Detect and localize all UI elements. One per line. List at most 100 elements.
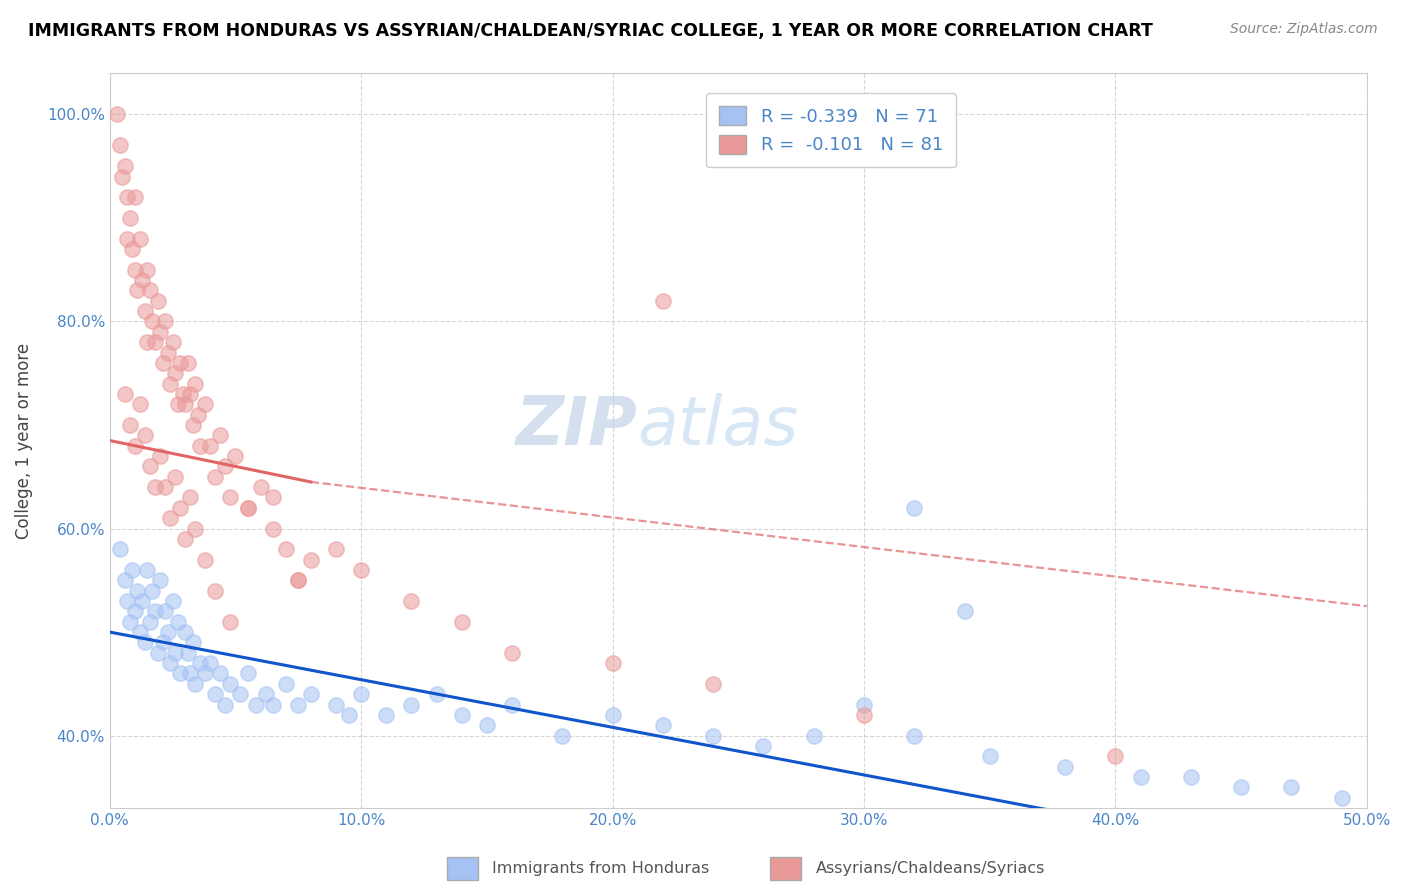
Point xyxy=(1230,780,1253,795)
Point xyxy=(188,656,211,670)
Point xyxy=(141,583,163,598)
Point xyxy=(1355,863,1378,878)
Point xyxy=(117,594,139,608)
Y-axis label: College, 1 year or more: College, 1 year or more xyxy=(15,343,32,539)
Point xyxy=(136,335,159,350)
Point xyxy=(143,480,166,494)
Point xyxy=(204,469,226,483)
Point xyxy=(953,604,976,618)
Point xyxy=(236,500,259,515)
Point xyxy=(194,666,217,681)
Point xyxy=(146,293,169,308)
Point xyxy=(249,480,271,494)
Point xyxy=(153,314,176,328)
Point xyxy=(287,698,309,712)
Point xyxy=(181,635,204,649)
Point xyxy=(114,159,136,173)
Point xyxy=(134,635,156,649)
Point xyxy=(184,376,207,391)
Point xyxy=(179,491,201,505)
Point xyxy=(187,408,209,422)
Point xyxy=(1129,770,1152,784)
Point xyxy=(174,397,197,411)
Point xyxy=(117,190,139,204)
Point xyxy=(979,749,1001,764)
Point xyxy=(245,698,267,712)
Point xyxy=(236,500,259,515)
Point xyxy=(121,242,143,256)
Point xyxy=(174,625,197,640)
Point xyxy=(200,439,222,453)
Point xyxy=(214,698,236,712)
Point xyxy=(602,656,624,670)
Point xyxy=(139,459,162,474)
Point xyxy=(121,563,143,577)
Point xyxy=(143,604,166,618)
Point xyxy=(179,387,201,401)
Point xyxy=(179,666,201,681)
Point xyxy=(141,314,163,328)
Point xyxy=(903,500,925,515)
Point xyxy=(375,707,398,722)
Point xyxy=(401,698,423,712)
Text: atlas: atlas xyxy=(638,392,799,458)
Point xyxy=(153,604,176,618)
Point xyxy=(450,707,472,722)
Point xyxy=(165,646,187,660)
Point xyxy=(702,677,724,691)
Point xyxy=(853,698,876,712)
Point xyxy=(803,729,825,743)
Point xyxy=(159,376,181,391)
Point xyxy=(274,542,297,557)
Point xyxy=(254,687,277,701)
Point xyxy=(124,604,146,618)
Text: ZIP: ZIP xyxy=(516,392,638,458)
Point xyxy=(165,366,187,380)
Legend: R = -0.339   N = 71, R =  -0.101   N = 81: R = -0.339 N = 71, R = -0.101 N = 81 xyxy=(706,93,956,167)
Point xyxy=(118,211,141,225)
Point xyxy=(1104,749,1126,764)
Point xyxy=(139,615,162,629)
Text: IMMIGRANTS FROM HONDURAS VS ASSYRIAN/CHALDEAN/SYRIAC COLLEGE, 1 YEAR OR MORE COR: IMMIGRANTS FROM HONDURAS VS ASSYRIAN/CHA… xyxy=(28,22,1153,40)
Point xyxy=(127,284,149,298)
Point xyxy=(166,615,188,629)
Point xyxy=(651,293,673,308)
Point xyxy=(475,718,498,732)
Point xyxy=(903,729,925,743)
Point xyxy=(117,232,139,246)
Text: Source: ZipAtlas.com: Source: ZipAtlas.com xyxy=(1230,22,1378,37)
Point xyxy=(153,480,176,494)
Point xyxy=(299,687,322,701)
Point xyxy=(129,232,152,246)
Point xyxy=(146,646,169,660)
Point xyxy=(134,428,156,442)
Point xyxy=(1330,790,1353,805)
Point xyxy=(118,417,141,432)
Point xyxy=(127,583,149,598)
Point xyxy=(287,574,309,588)
Point xyxy=(166,397,188,411)
Point xyxy=(129,397,152,411)
Point xyxy=(174,532,197,546)
Point xyxy=(124,439,146,453)
Point xyxy=(350,687,373,701)
Point xyxy=(131,594,153,608)
Point xyxy=(262,698,284,712)
Text: Immigrants from Honduras: Immigrants from Honduras xyxy=(492,861,710,876)
Point xyxy=(149,574,172,588)
Point xyxy=(176,646,198,660)
Point xyxy=(134,304,156,318)
Point xyxy=(752,739,775,753)
Point xyxy=(853,707,876,722)
Point xyxy=(224,449,246,463)
Point xyxy=(136,262,159,277)
Point xyxy=(169,500,191,515)
Point xyxy=(176,356,198,370)
Point xyxy=(194,552,217,566)
Point xyxy=(204,687,226,701)
Point xyxy=(325,698,347,712)
Point xyxy=(426,687,449,701)
Point xyxy=(229,687,252,701)
Point xyxy=(152,635,174,649)
Text: Assyrians/Chaldeans/Syriacs: Assyrians/Chaldeans/Syriacs xyxy=(815,861,1045,876)
